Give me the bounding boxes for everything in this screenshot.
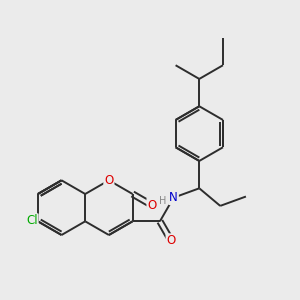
Text: Cl: Cl [26,214,38,227]
Text: O: O [147,199,157,212]
Text: H: H [159,196,166,206]
Text: O: O [104,174,113,187]
Text: N: N [169,191,178,204]
Text: O: O [167,234,176,247]
